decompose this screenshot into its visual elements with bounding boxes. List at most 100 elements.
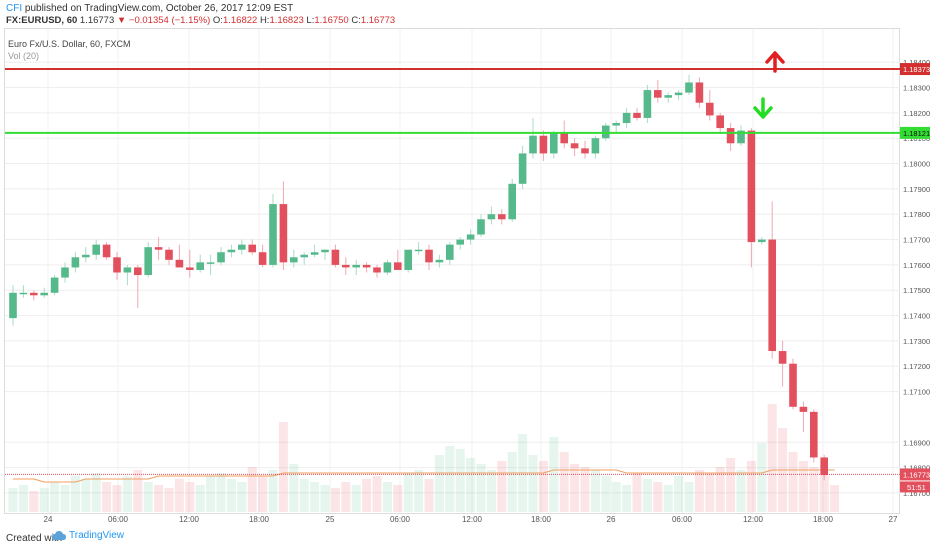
candle-body xyxy=(706,102,714,116)
volume-bar xyxy=(757,443,767,512)
volume-bar xyxy=(372,476,382,512)
candle-body xyxy=(50,277,59,293)
high-label: H: xyxy=(259,15,270,26)
volume-bar xyxy=(195,485,205,512)
candle-body xyxy=(362,264,371,268)
x-tick-label: 18:00 xyxy=(249,515,270,524)
y-tick-label: 1.17500 xyxy=(903,286,930,295)
chart-frame[interactable] xyxy=(4,28,900,514)
volume-bar xyxy=(247,467,257,512)
close-label: C: xyxy=(351,15,361,26)
volume-bar xyxy=(185,482,195,512)
volume-bar xyxy=(809,467,819,512)
candle-body xyxy=(373,267,381,273)
volume-bar xyxy=(278,422,288,512)
volume-bar xyxy=(258,476,268,512)
volume-bar xyxy=(330,488,340,512)
candle-body xyxy=(477,219,485,235)
x-tick-label: 25 xyxy=(326,515,335,524)
volume-bar xyxy=(382,482,392,512)
volume-bar xyxy=(8,488,18,512)
publish-text: published on TradingView.com, October 26… xyxy=(22,3,294,14)
volume-bar xyxy=(29,491,39,512)
candle-body xyxy=(383,262,392,273)
change-value: ▼ −0.01354 (−1.15%) xyxy=(116,15,211,26)
tradingview-brand: TradingView xyxy=(69,530,125,541)
candle-body xyxy=(258,252,267,265)
candle-body xyxy=(165,249,173,260)
volume-bar xyxy=(601,476,611,512)
candle-body xyxy=(518,153,527,184)
candle-body xyxy=(674,92,683,96)
volume-bar xyxy=(226,479,236,512)
volume-bar xyxy=(476,464,486,512)
y-tick-label: 1.17800 xyxy=(903,210,930,219)
tradingview-logo[interactable]: TradingView xyxy=(52,530,124,541)
candle-body xyxy=(113,257,121,273)
price-chart[interactable]: 24 06:00 12:00 18:00 25 06:00 12:00 18:00 26 06:0… xyxy=(0,0,932,530)
volume-bar xyxy=(466,458,476,512)
candle-body xyxy=(810,411,818,458)
candle-body xyxy=(300,254,308,258)
candle-body xyxy=(560,133,568,144)
volume-bar xyxy=(642,479,652,512)
candle-body xyxy=(685,82,693,93)
candle-body xyxy=(550,133,558,154)
volume-ma-line xyxy=(13,469,835,483)
author-link[interactable]: CFI xyxy=(6,3,23,14)
candle-body xyxy=(726,128,735,144)
candle-body xyxy=(820,457,828,476)
x-tick-label: 06:00 xyxy=(672,515,693,524)
x-tick-label: 24 xyxy=(44,515,53,524)
y-tick-label: 1.17400 xyxy=(903,312,930,321)
candle-body xyxy=(186,267,194,270)
cloud-icon xyxy=(52,530,66,540)
candle-body xyxy=(414,249,423,252)
candle-body xyxy=(768,239,776,352)
volume-bar xyxy=(798,461,808,512)
volume-bar xyxy=(341,482,351,512)
candle-body xyxy=(248,244,256,253)
volume-bar xyxy=(237,482,247,512)
volume-bar xyxy=(81,479,91,512)
candle-body xyxy=(40,292,48,296)
volume-bar xyxy=(154,485,164,512)
volume-bar xyxy=(788,452,798,512)
x-tick-label: 12:00 xyxy=(462,515,483,524)
candle-body xyxy=(466,234,475,240)
candle-body xyxy=(602,125,610,139)
candle-body xyxy=(102,244,111,258)
volume-bar xyxy=(216,473,226,512)
volume-bar xyxy=(705,473,715,512)
volume-bar xyxy=(164,488,174,512)
volume-bar xyxy=(70,476,80,512)
x-tick-label: 06:00 xyxy=(108,515,129,524)
price-level-label: 1.18121 xyxy=(903,129,930,138)
volume-bar xyxy=(112,485,122,512)
candle-body xyxy=(217,252,225,263)
candle-body xyxy=(758,239,766,243)
y-tick-label: 1.17100 xyxy=(903,388,930,397)
candle-body xyxy=(425,249,433,263)
candle-body xyxy=(737,130,745,144)
candle-body xyxy=(591,138,600,154)
countdown-tag xyxy=(900,481,930,493)
candle-body xyxy=(61,267,69,278)
candle-body xyxy=(643,90,652,118)
volume-bar xyxy=(528,455,538,512)
candle-body xyxy=(71,257,80,268)
candle-body xyxy=(352,264,360,268)
volume-bar xyxy=(143,482,153,512)
candle-body xyxy=(134,267,142,276)
volume-bar xyxy=(653,482,663,512)
volume-bar xyxy=(663,485,673,512)
legend-volume: Vol (20) xyxy=(8,51,40,61)
candle-body xyxy=(279,204,288,263)
volume-bar xyxy=(486,470,496,512)
candle-body xyxy=(654,90,662,98)
volume-bar xyxy=(715,467,725,512)
ohlc-line: FX:EURUSD, 60 1.16773 ▼ −0.01354 (−1.15%… xyxy=(6,15,395,26)
volume-bar xyxy=(424,479,434,512)
y-tick-label: 1.18300 xyxy=(903,84,930,93)
candle-body xyxy=(310,252,319,255)
